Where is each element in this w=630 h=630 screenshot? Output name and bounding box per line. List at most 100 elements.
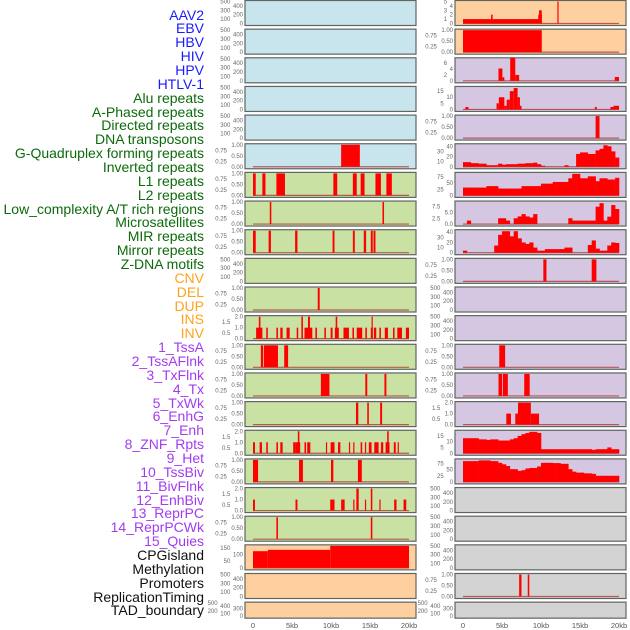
data-bin [603, 250, 608, 253]
y-tick-label: 15 [437, 89, 444, 95]
data-bar [262, 173, 266, 196]
y-tick-label: 0.75 [425, 349, 437, 355]
data-bin [611, 449, 616, 454]
y-tick-label: 30 [437, 235, 444, 241]
data-bin [607, 245, 612, 253]
data-bar [375, 173, 381, 196]
row-label: 15_Quies [144, 533, 204, 550]
data-bin [521, 163, 526, 167]
data-bar [295, 230, 298, 253]
data-bin [525, 432, 530, 454]
y-tick-label: 300 [220, 266, 231, 272]
data-bin [583, 220, 589, 225]
y-tick-label: 1.0 [235, 440, 244, 446]
data-bar [496, 103, 499, 110]
data-bin [521, 242, 526, 253]
y-tick-label: 0.00 [441, 365, 453, 371]
y-tick-label: 400 [220, 604, 231, 610]
data-bin [544, 462, 550, 482]
data-bar [260, 345, 264, 368]
y-tick-label: 200 [233, 99, 244, 105]
y-tick-label: 100 [220, 103, 231, 109]
data-bin [513, 469, 518, 482]
data-bin [502, 188, 507, 196]
y-tick-label: 0.50 [441, 383, 453, 389]
data-bin [552, 181, 557, 196]
y-tick-label: 300 [220, 581, 231, 587]
y-tick-label: 0.50 [231, 383, 243, 389]
y-tick-label: 200 [233, 271, 244, 277]
y-tick-label: 0.25 [425, 131, 437, 137]
y-tick-label: 15 [437, 434, 444, 440]
data-bin [591, 473, 596, 482]
data-bin [533, 186, 538, 196]
data-bin [607, 216, 612, 225]
y-tick-label: 0 [450, 308, 454, 314]
data-bar [370, 488, 373, 511]
y-tick-label: 0.00 [441, 595, 453, 601]
data-bin [466, 162, 472, 167]
data-bar [513, 88, 518, 110]
x-tick-label: 10kb [323, 621, 339, 630]
y-tick-label: 0.25 [425, 360, 437, 366]
data-bar [365, 373, 368, 396]
data-bar [370, 230, 373, 253]
y-tick-label: 0 [240, 22, 244, 28]
y-tick-label: 500 [220, 0, 231, 6]
y-tick-label: 500 [220, 85, 231, 91]
y-tick-label: 1.5 [222, 320, 231, 326]
data-bar [276, 327, 278, 339]
y-tick-label: 100 [430, 561, 441, 567]
y-tick-label: 1.00 [231, 171, 243, 177]
data-bin [541, 250, 546, 253]
y-tick-label: 0.00 [231, 423, 243, 429]
data-bin [525, 163, 530, 167]
y-tick-label: 300 [430, 495, 441, 501]
data-bin [580, 472, 585, 482]
y-tick-label: 0.50 [441, 125, 453, 131]
y-tick-label: 0.0 [235, 451, 244, 457]
row-label: A-Phased repeats [91, 103, 204, 120]
y-tick-label: 0 [450, 480, 454, 486]
data-bin [498, 218, 503, 225]
row-label: HPV [175, 61, 204, 78]
data-bin [478, 187, 483, 196]
data-bar [613, 105, 619, 110]
y-tick-label: 0.00 [231, 394, 243, 400]
data-bar [463, 30, 542, 53]
data-bin [564, 463, 569, 482]
y-tick-label: 0.50 [231, 412, 243, 418]
y-tick-label: 300 [443, 606, 454, 612]
panel-left-0 [244, 0, 417, 27]
y-tick-label: 0.0 [235, 337, 244, 343]
y-tick-label: 500 [418, 601, 429, 607]
y-tick-label: 0.25 [215, 474, 227, 480]
y-tick-label: 0 [450, 614, 454, 620]
y-tick-label: 100 [220, 17, 231, 23]
data-bin [548, 462, 553, 482]
y-tick-label: 400 [233, 61, 244, 67]
y-tick-label: 0.75 [215, 521, 227, 527]
data-bin [599, 475, 604, 482]
data-bin [615, 157, 620, 167]
y-tick-label: 2.0 [235, 487, 244, 493]
data-bin [560, 249, 565, 253]
data-bin [505, 164, 511, 167]
panel-left-3 [244, 85, 417, 113]
data-bin [466, 187, 472, 196]
y-tick-label: 100 [430, 304, 441, 310]
y-tick-label: 25 [437, 187, 444, 193]
y-tick-label: 200 [208, 609, 219, 615]
y-tick-label: 300 [233, 606, 244, 612]
data-bar [258, 316, 261, 339]
y-tick-label: 500 [220, 57, 231, 63]
y-tick-label: 0.75 [425, 377, 437, 383]
y-tick-label: 500 [430, 286, 441, 292]
y-tick-label: 0.00 [231, 193, 243, 199]
y-tick-label: 0 [450, 165, 454, 171]
y-tick-label: 0.50 [231, 154, 243, 160]
panel-right-2 [454, 57, 627, 84]
y-tick-label: 0.0 [235, 509, 244, 515]
data-bin [463, 250, 468, 253]
data-bar [502, 373, 508, 396]
